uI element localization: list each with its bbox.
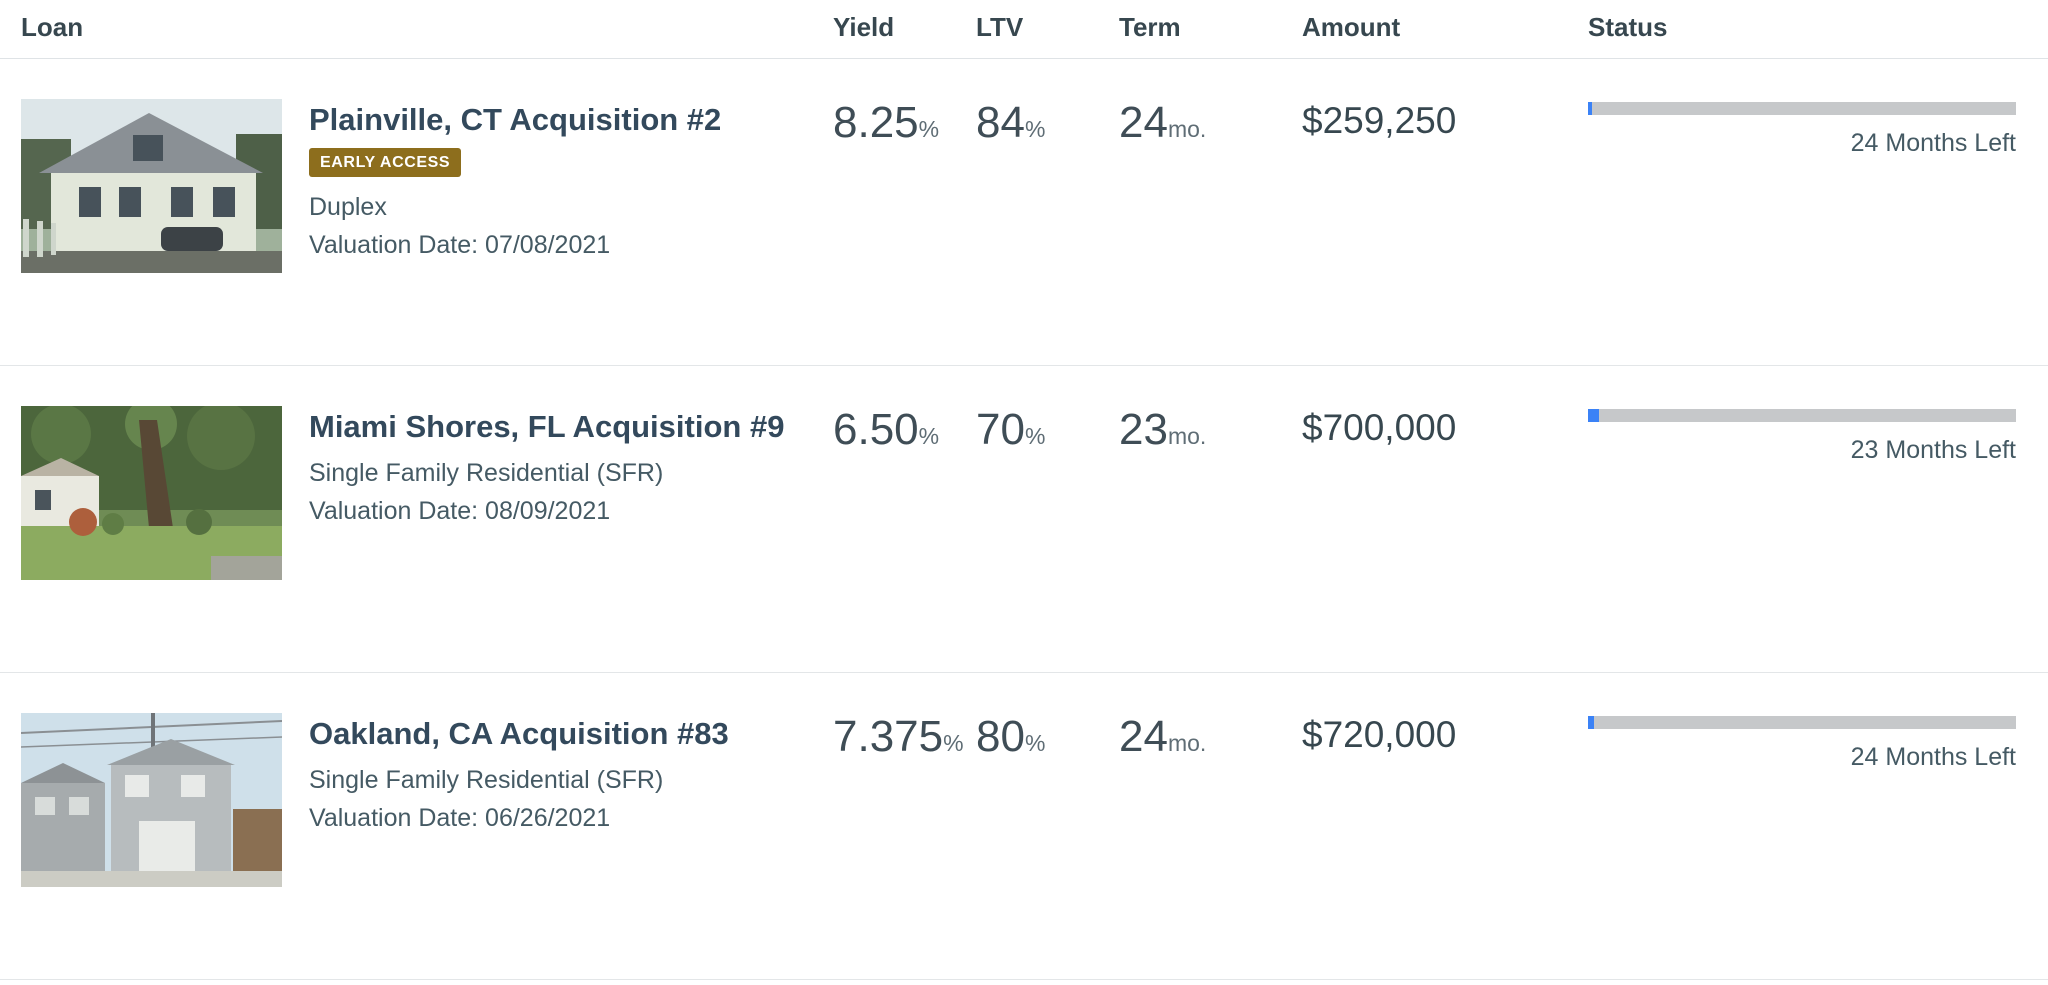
column-header-loan: Loan	[21, 12, 84, 42]
status-cell: 23 Months Left	[1588, 406, 2016, 465]
loan-row[interactable]: Miami Shores, FL Acquisition #9 Single F…	[0, 366, 2048, 673]
yield-value: 8.25%	[833, 98, 976, 147]
status-cell: 24 Months Left	[1588, 713, 2016, 772]
loan-cell: Miami Shores, FL Acquisition #9 Single F…	[21, 406, 833, 580]
term-progress-fill	[1588, 102, 1592, 115]
term-number: 23	[1119, 405, 1168, 454]
column-header-status: Status	[1588, 12, 1668, 42]
amount-value: $720,000	[1302, 714, 1457, 755]
loan-details: Oakland, CA Acquisition #83 Single Famil…	[309, 713, 729, 887]
loan-row[interactable]: Oakland, CA Acquisition #83 Single Famil…	[0, 673, 2048, 980]
yield-unit: %	[918, 116, 940, 142]
column-header-yield: Yield	[833, 12, 895, 42]
property-photo-duplex-illustration	[21, 99, 282, 273]
term-number: 24	[1119, 712, 1168, 761]
loan-cell: Oakland, CA Acquisition #83 Single Famil…	[21, 713, 833, 887]
months-left-label: 24 Months Left	[1850, 129, 2016, 157]
ltv-value: 84%	[976, 98, 1119, 147]
ltv-unit: %	[1024, 423, 1046, 449]
loan-title[interactable]: Miami Shores, FL Acquisition #9	[309, 409, 785, 444]
column-header-amount: Amount	[1302, 12, 1401, 42]
amount-value: $259,250	[1302, 100, 1457, 141]
term-value: 24mo.	[1119, 712, 1302, 761]
valuation-date: Valuation Date: 06/26/2021	[309, 803, 611, 832]
property-photo[interactable]	[21, 713, 282, 887]
property-photo-oakland-illustration	[21, 713, 282, 887]
yield-value: 7.375%	[833, 712, 976, 761]
loan-table-header: Loan Yield LTV Term Amount Status	[0, 0, 2048, 59]
term-number: 24	[1119, 98, 1168, 147]
property-type: Duplex	[309, 193, 387, 222]
ltv-value: 80%	[976, 712, 1119, 761]
yield-number: 7.375	[833, 712, 944, 761]
months-left-label: 24 Months Left	[1850, 743, 2016, 771]
yield-unit: %	[943, 730, 964, 756]
column-header-term: Term	[1119, 12, 1181, 42]
ltv-number: 70	[976, 405, 1025, 454]
loan-cell: Plainville, CT Acquisition #2 EARLY ACCE…	[21, 99, 833, 273]
early-access-badge: EARLY ACCESS	[309, 148, 462, 178]
term-unit: mo.	[1167, 423, 1207, 449]
term-progress-fill	[1588, 716, 1594, 729]
ltv-unit: %	[1024, 116, 1046, 142]
column-header-ltv: LTV	[976, 12, 1024, 42]
term-value: 23mo.	[1119, 405, 1302, 454]
term-value: 24mo.	[1119, 98, 1302, 147]
property-type: Single Family Residential (SFR)	[309, 459, 664, 488]
yield-value: 6.50%	[833, 405, 976, 454]
term-progress-bar	[1588, 716, 2016, 729]
loan-details: Miami Shores, FL Acquisition #9 Single F…	[309, 406, 784, 580]
property-type: Single Family Residential (SFR)	[309, 766, 664, 795]
term-unit: mo.	[1167, 730, 1207, 756]
loan-title[interactable]: Plainville, CT Acquisition #2	[309, 102, 722, 137]
amount-value: $700,000	[1302, 407, 1457, 448]
ltv-number: 80	[976, 712, 1025, 761]
ltv-value: 70%	[976, 405, 1119, 454]
valuation-date: Valuation Date: 08/09/2021	[309, 496, 611, 525]
term-progress-fill	[1588, 409, 1600, 422]
term-progress-bar	[1588, 102, 2016, 115]
ltv-number: 84	[976, 98, 1025, 147]
term-progress-bar	[1588, 409, 2016, 422]
loan-details: Plainville, CT Acquisition #2 EARLY ACCE…	[309, 99, 721, 273]
property-photo-sfr-illustration	[21, 406, 282, 580]
property-photo[interactable]	[21, 406, 282, 580]
yield-number: 8.25	[833, 98, 919, 147]
term-unit: mo.	[1167, 116, 1207, 142]
loan-title[interactable]: Oakland, CA Acquisition #83	[309, 716, 729, 751]
valuation-date: Valuation Date: 07/08/2021	[309, 230, 611, 259]
yield-number: 6.50	[833, 405, 919, 454]
status-cell: 24 Months Left	[1588, 99, 2016, 158]
yield-unit: %	[918, 423, 940, 449]
ltv-unit: %	[1024, 730, 1046, 756]
property-photo[interactable]	[21, 99, 282, 273]
months-left-label: 23 Months Left	[1850, 436, 2016, 464]
loan-row[interactable]: Plainville, CT Acquisition #2 EARLY ACCE…	[0, 59, 2048, 366]
